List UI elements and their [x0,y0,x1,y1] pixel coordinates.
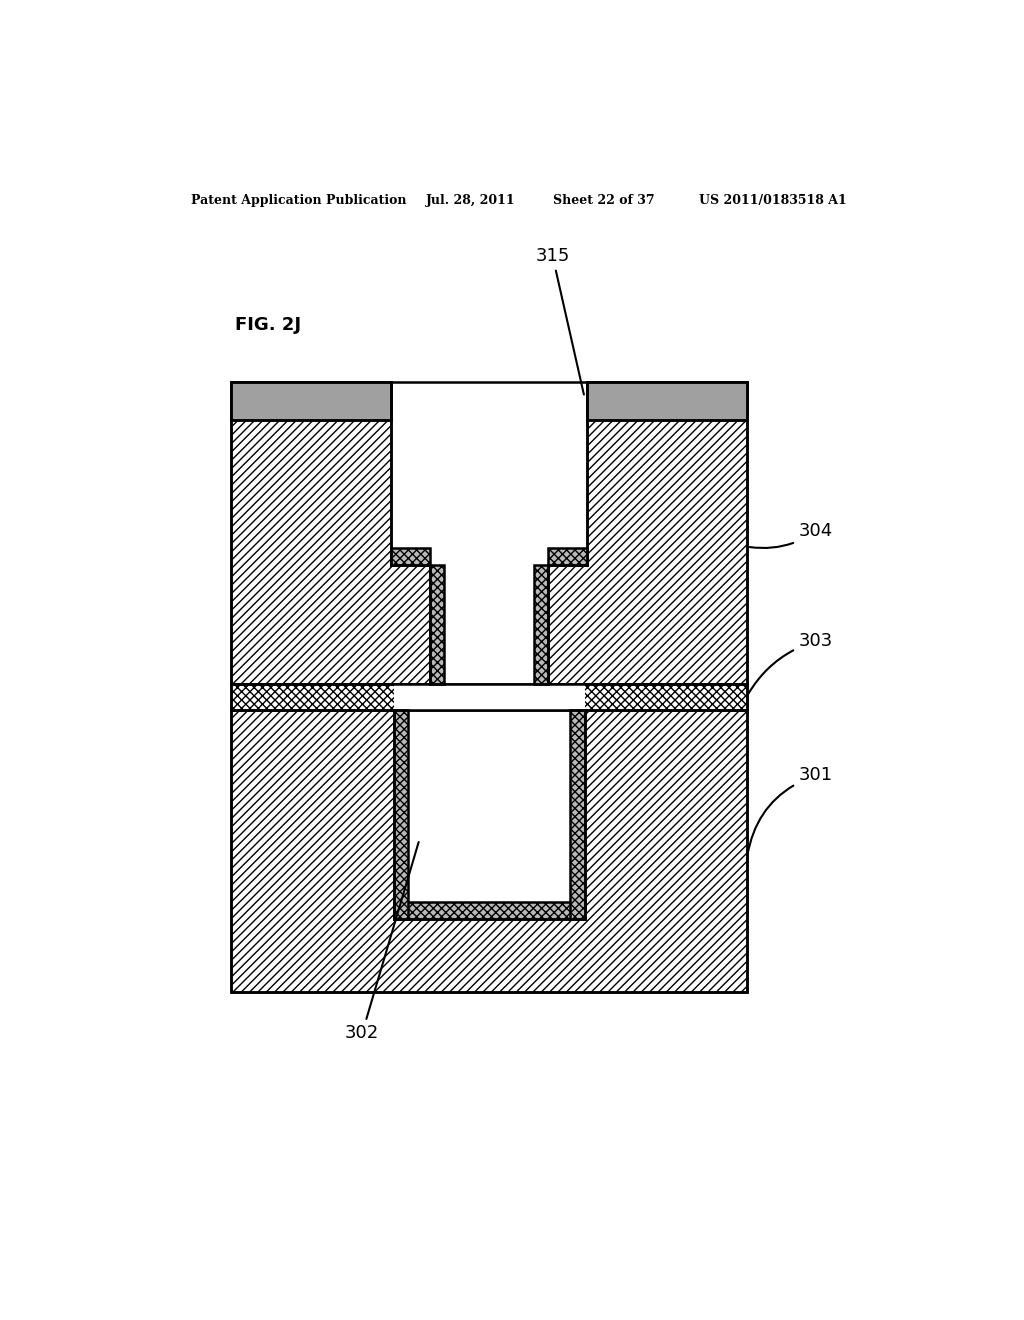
Polygon shape [393,684,585,710]
Text: Jul. 28, 2011: Jul. 28, 2011 [426,194,515,207]
Polygon shape [570,710,585,919]
Polygon shape [534,565,549,684]
Polygon shape [393,902,585,919]
Text: 301: 301 [748,767,833,855]
Polygon shape [231,381,430,684]
Text: 303: 303 [749,632,833,694]
Polygon shape [549,548,587,565]
Text: FIG. 2J: FIG. 2J [236,315,301,334]
Text: Sheet 22 of 37: Sheet 22 of 37 [553,194,654,207]
Polygon shape [549,381,748,684]
Polygon shape [393,710,585,919]
Polygon shape [231,684,748,710]
Text: 315: 315 [536,247,584,395]
Polygon shape [587,381,748,420]
Text: Patent Application Publication: Patent Application Publication [191,194,407,207]
Polygon shape [231,710,748,991]
Text: 304: 304 [750,523,833,548]
Polygon shape [231,381,391,420]
Text: US 2011/0183518 A1: US 2011/0183518 A1 [699,194,847,207]
Polygon shape [430,565,444,684]
Text: 302: 302 [345,842,419,1043]
Polygon shape [393,710,409,919]
Polygon shape [391,548,430,565]
